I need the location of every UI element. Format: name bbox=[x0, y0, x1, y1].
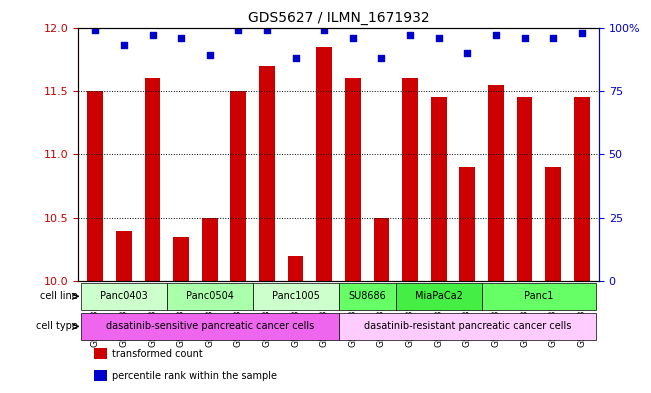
Bar bbox=[173, 237, 189, 281]
Bar bbox=[94, 370, 107, 381]
Point bbox=[405, 32, 415, 38]
Bar bbox=[259, 66, 275, 281]
Text: cell type: cell type bbox=[36, 321, 77, 331]
Text: Panc0504: Panc0504 bbox=[186, 291, 234, 301]
Point bbox=[176, 35, 186, 41]
Bar bbox=[87, 91, 103, 281]
Point bbox=[262, 27, 272, 33]
Point bbox=[462, 50, 473, 56]
FancyBboxPatch shape bbox=[396, 283, 482, 310]
Text: transformed count: transformed count bbox=[112, 349, 202, 359]
FancyBboxPatch shape bbox=[81, 313, 339, 340]
FancyBboxPatch shape bbox=[339, 283, 396, 310]
Bar bbox=[288, 256, 303, 281]
Bar bbox=[316, 46, 332, 281]
Text: Panc1: Panc1 bbox=[524, 291, 553, 301]
Bar bbox=[574, 97, 590, 281]
Text: SU8686: SU8686 bbox=[348, 291, 386, 301]
Bar bbox=[230, 91, 246, 281]
Bar bbox=[116, 231, 132, 281]
Point bbox=[548, 35, 559, 41]
Point bbox=[434, 35, 444, 41]
Point bbox=[290, 55, 301, 61]
Point bbox=[204, 52, 215, 59]
Bar bbox=[488, 84, 504, 281]
Point bbox=[233, 27, 243, 33]
Text: dasatinib-resistant pancreatic cancer cells: dasatinib-resistant pancreatic cancer ce… bbox=[364, 321, 571, 331]
Bar bbox=[517, 97, 533, 281]
FancyBboxPatch shape bbox=[339, 313, 596, 340]
Bar bbox=[345, 78, 361, 281]
Point bbox=[90, 27, 100, 33]
Bar bbox=[374, 218, 389, 281]
Point bbox=[376, 55, 387, 61]
Text: cell line: cell line bbox=[40, 291, 77, 301]
FancyBboxPatch shape bbox=[167, 283, 253, 310]
Bar bbox=[546, 167, 561, 281]
Point bbox=[491, 32, 501, 38]
Bar bbox=[460, 167, 475, 281]
Bar bbox=[431, 97, 447, 281]
FancyBboxPatch shape bbox=[81, 283, 167, 310]
Text: dasatinib-sensitive pancreatic cancer cells: dasatinib-sensitive pancreatic cancer ce… bbox=[105, 321, 314, 331]
Text: percentile rank within the sample: percentile rank within the sample bbox=[112, 371, 277, 380]
Point bbox=[118, 42, 129, 48]
Title: GDS5627 / ILMN_1671932: GDS5627 / ILMN_1671932 bbox=[248, 11, 429, 25]
Bar bbox=[202, 218, 217, 281]
Point bbox=[319, 27, 329, 33]
FancyBboxPatch shape bbox=[482, 283, 596, 310]
Point bbox=[348, 35, 358, 41]
Bar bbox=[402, 78, 418, 281]
Bar bbox=[94, 348, 107, 359]
Point bbox=[519, 35, 530, 41]
Point bbox=[147, 32, 158, 38]
Text: MiaPaCa2: MiaPaCa2 bbox=[415, 291, 463, 301]
Text: Panc0403: Panc0403 bbox=[100, 291, 148, 301]
Bar bbox=[145, 78, 160, 281]
Point bbox=[577, 29, 587, 36]
FancyBboxPatch shape bbox=[253, 283, 339, 310]
Text: Panc1005: Panc1005 bbox=[271, 291, 320, 301]
